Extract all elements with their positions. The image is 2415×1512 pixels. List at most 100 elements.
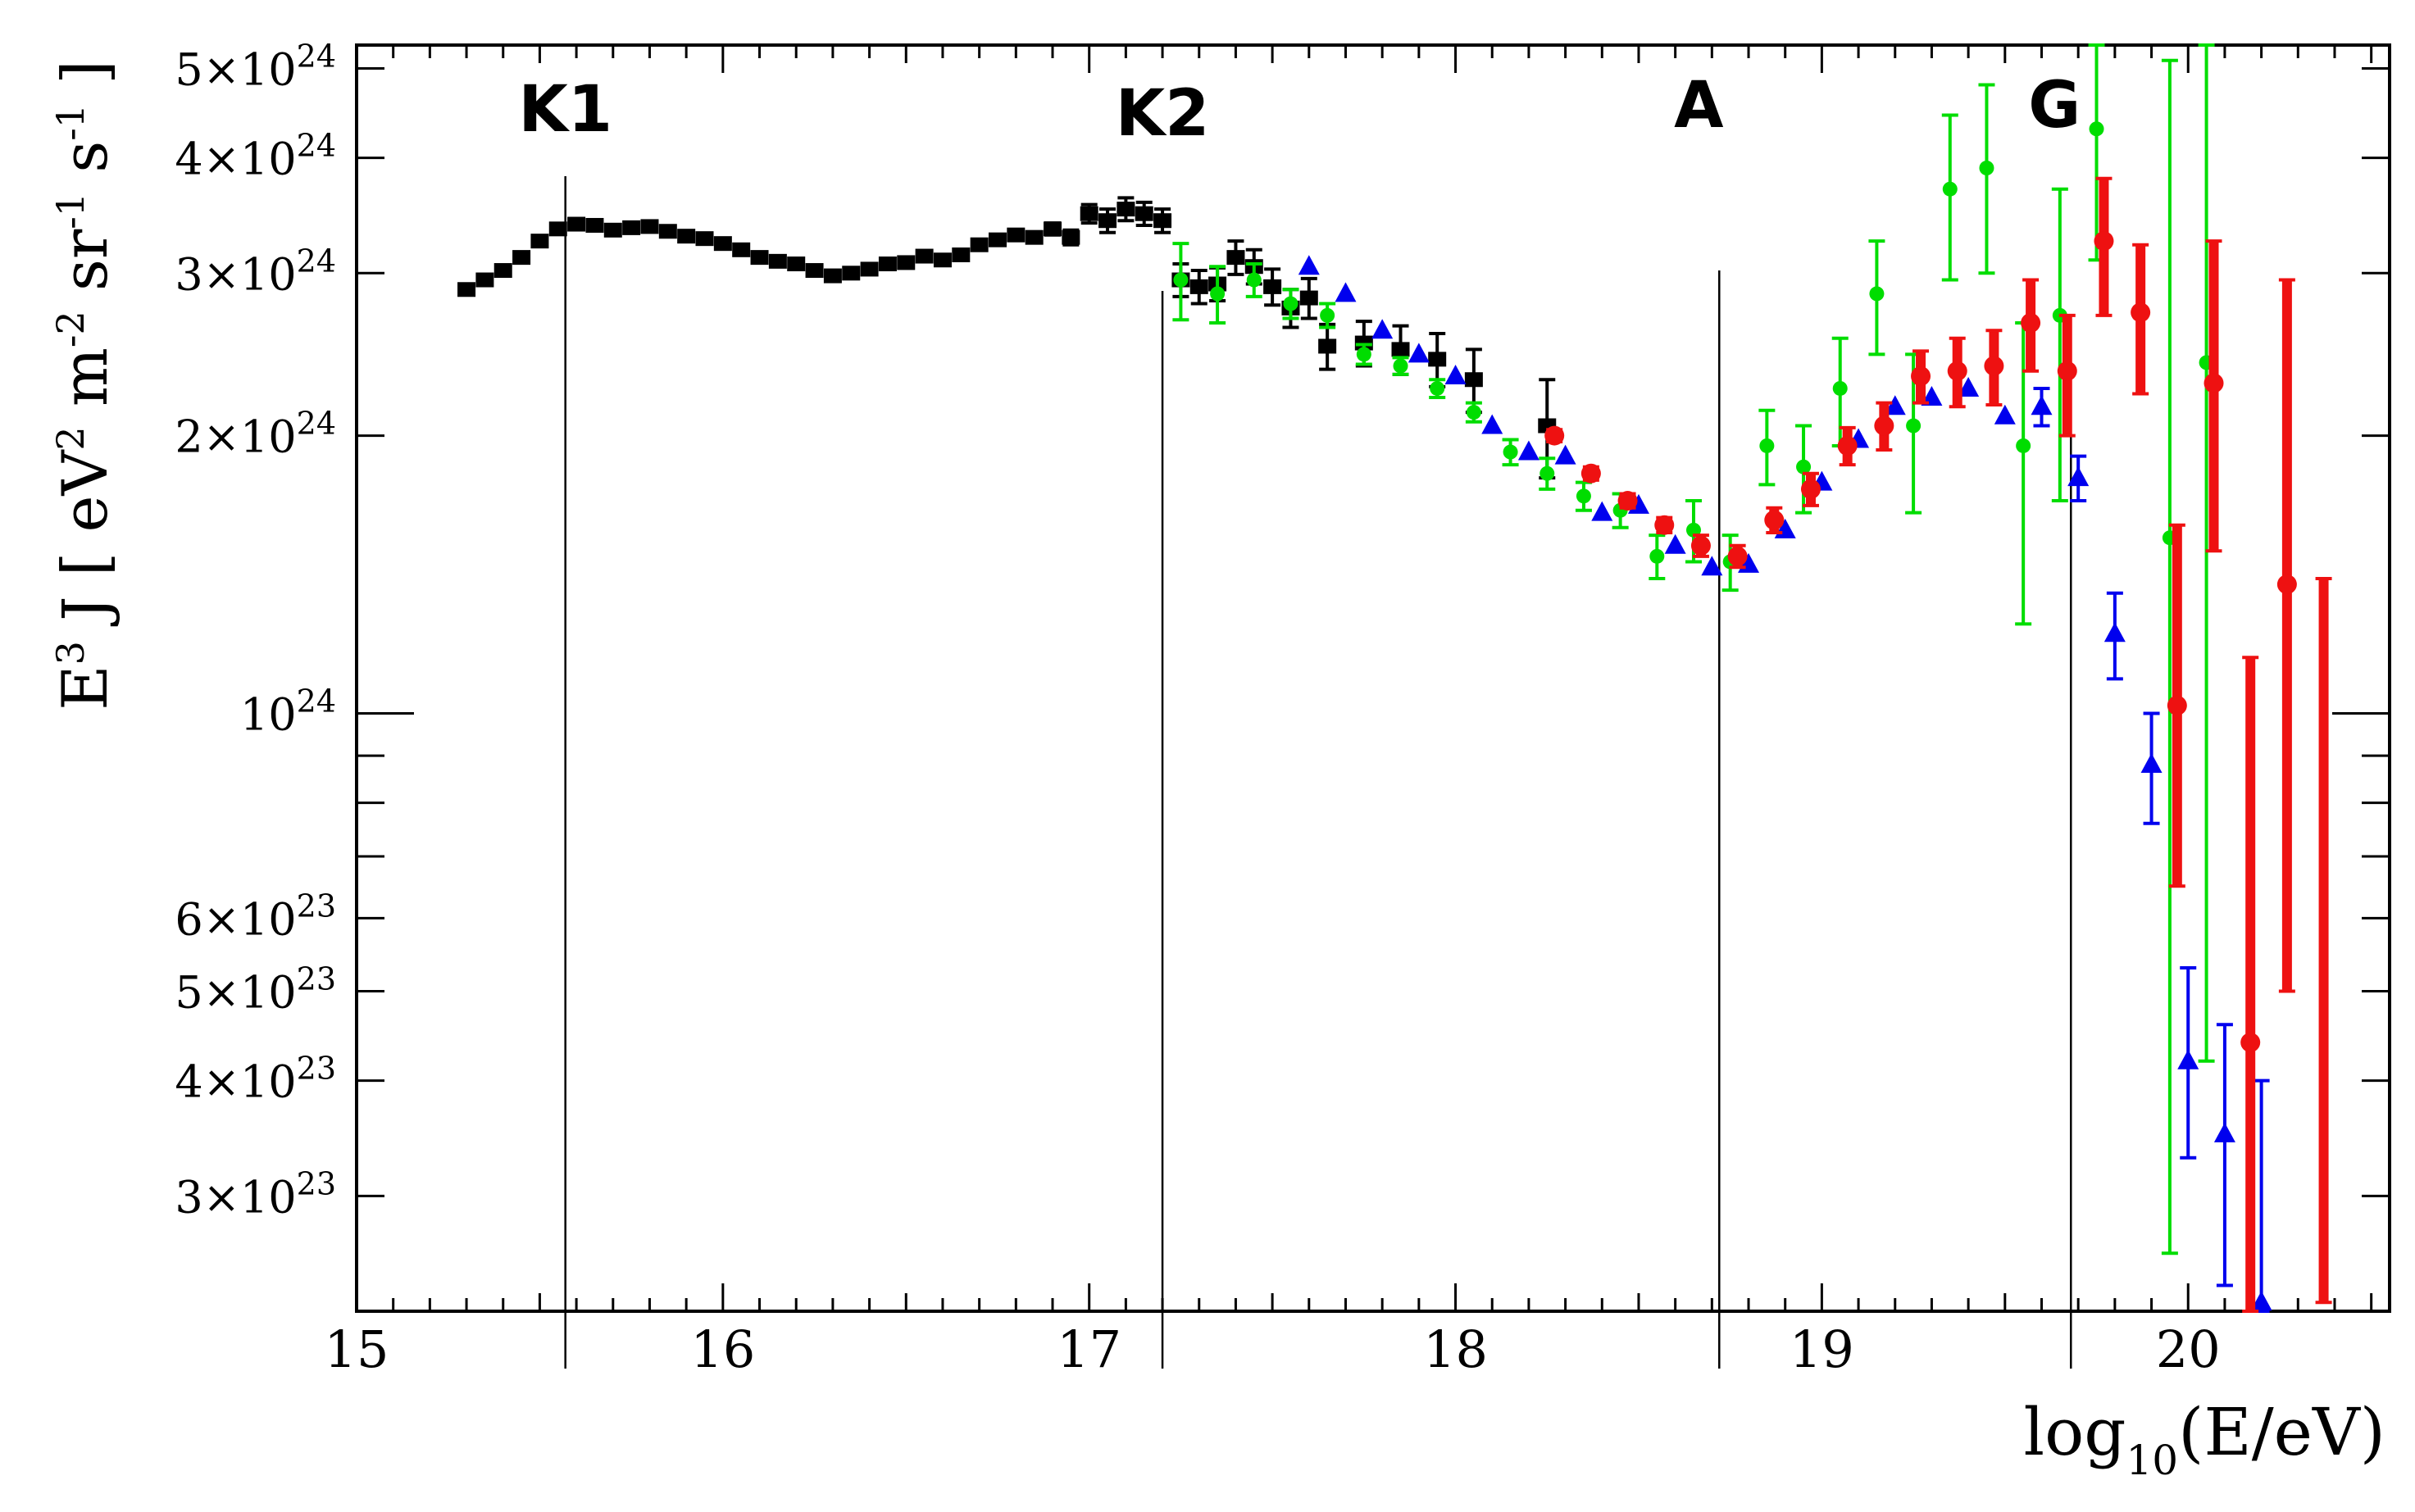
data-point xyxy=(493,263,512,279)
data-point xyxy=(475,272,494,288)
data-point xyxy=(1318,338,1337,354)
y-tick-label: 4×1023 xyxy=(175,1051,336,1108)
data-point xyxy=(640,219,659,234)
feature-label-a: A xyxy=(1674,69,1723,143)
data-point xyxy=(585,217,604,233)
data-point xyxy=(1393,358,1408,374)
data-point xyxy=(1430,380,1445,396)
data-point xyxy=(1701,556,1723,576)
data-point xyxy=(860,261,879,277)
data-point xyxy=(1517,440,1540,461)
data-point xyxy=(2103,622,2126,642)
plot-frame xyxy=(355,43,2391,1313)
data-point xyxy=(1320,307,1335,323)
data-point xyxy=(2131,302,2151,323)
data-point xyxy=(1837,435,1858,456)
feature-label-k2: K2 xyxy=(1116,77,1210,151)
data-point xyxy=(1832,380,1848,396)
y-tick-label: 3×1023 xyxy=(175,1165,336,1223)
data-point xyxy=(1984,356,2004,376)
axis-ticks xyxy=(355,45,2390,1311)
data-point xyxy=(1540,465,1555,481)
data-point xyxy=(1263,279,1282,294)
data-point xyxy=(2057,361,2077,381)
data-point xyxy=(1591,501,1613,521)
data-point xyxy=(750,250,769,266)
data-point xyxy=(1335,282,1357,302)
data-point xyxy=(1153,213,1172,229)
data-point xyxy=(2067,466,2090,487)
x-tick-label: 17 xyxy=(1057,1319,1121,1379)
x-tick-label: 19 xyxy=(1790,1319,1854,1379)
data-point xyxy=(1371,319,1394,339)
data-point xyxy=(1173,272,1189,288)
data-point xyxy=(1210,286,1226,302)
data-point xyxy=(1874,415,1894,436)
data-point xyxy=(1994,404,2016,425)
data-point xyxy=(603,222,622,238)
feature-label-k1: K1 xyxy=(518,73,612,147)
data-point xyxy=(1299,290,1318,306)
series-group xyxy=(457,196,1557,480)
data-point xyxy=(2167,695,2187,715)
data-point xyxy=(1664,534,1686,554)
data-point xyxy=(988,232,1007,247)
data-point xyxy=(1869,286,1885,302)
data-point xyxy=(1481,414,1503,434)
tick-labels: 15 16 17 18 19 20 3×1023 4×1023 5×1023 6×1023 1024… xyxy=(175,38,2220,1379)
data-point xyxy=(2031,395,2053,415)
data-point xyxy=(1554,444,1576,465)
feature-label-g: G xyxy=(2028,69,2081,143)
data-point xyxy=(1080,206,1098,221)
y-tick-label: 1024 xyxy=(240,683,336,741)
data-point xyxy=(1921,385,1943,406)
data-point xyxy=(457,282,476,297)
data-point xyxy=(530,234,549,249)
y-tick-label: 5×1023 xyxy=(175,961,336,1019)
data-point xyxy=(1947,361,1967,381)
data-point xyxy=(2021,312,2041,333)
data-point xyxy=(1800,479,1821,499)
data-point xyxy=(1576,488,1591,504)
data-point xyxy=(1544,425,1565,446)
data-point xyxy=(1796,459,1812,474)
data-point xyxy=(732,242,751,257)
data-point xyxy=(2240,1033,2261,1053)
data-point xyxy=(878,257,897,272)
data-point xyxy=(2140,753,2163,774)
data-point xyxy=(1958,376,1980,397)
data-point xyxy=(695,231,714,247)
data-point xyxy=(2094,231,2114,252)
data-point xyxy=(1391,342,1410,357)
data-point xyxy=(1911,366,1931,387)
data-point xyxy=(1298,255,1320,275)
data-point xyxy=(1408,343,1430,363)
data-point xyxy=(1283,296,1298,311)
data-point xyxy=(1617,491,1638,511)
data-point xyxy=(842,266,861,281)
series-group xyxy=(1544,176,2332,1313)
data-point xyxy=(1906,418,1922,434)
data-point xyxy=(2276,574,2297,595)
data-point xyxy=(1503,444,1518,460)
data-point xyxy=(1690,535,1711,556)
data-point xyxy=(1649,548,1665,564)
data-series xyxy=(457,43,2332,1313)
data-point xyxy=(1466,405,1481,420)
data-point xyxy=(2177,1049,2199,1069)
data-point xyxy=(1654,515,1675,535)
data-point xyxy=(1580,463,1601,484)
data-point xyxy=(1007,227,1026,243)
data-point xyxy=(1246,272,1262,288)
data-point xyxy=(823,268,842,284)
data-point xyxy=(1979,160,1994,175)
y-tick-label: 4×1024 xyxy=(175,128,336,185)
data-point xyxy=(658,224,677,239)
data-point xyxy=(2250,1291,2272,1311)
y-tick-label: 2×1024 xyxy=(175,406,336,463)
data-point xyxy=(677,229,696,244)
data-point xyxy=(1942,181,1958,197)
data-point xyxy=(2204,373,2224,393)
data-point xyxy=(1444,365,1467,385)
